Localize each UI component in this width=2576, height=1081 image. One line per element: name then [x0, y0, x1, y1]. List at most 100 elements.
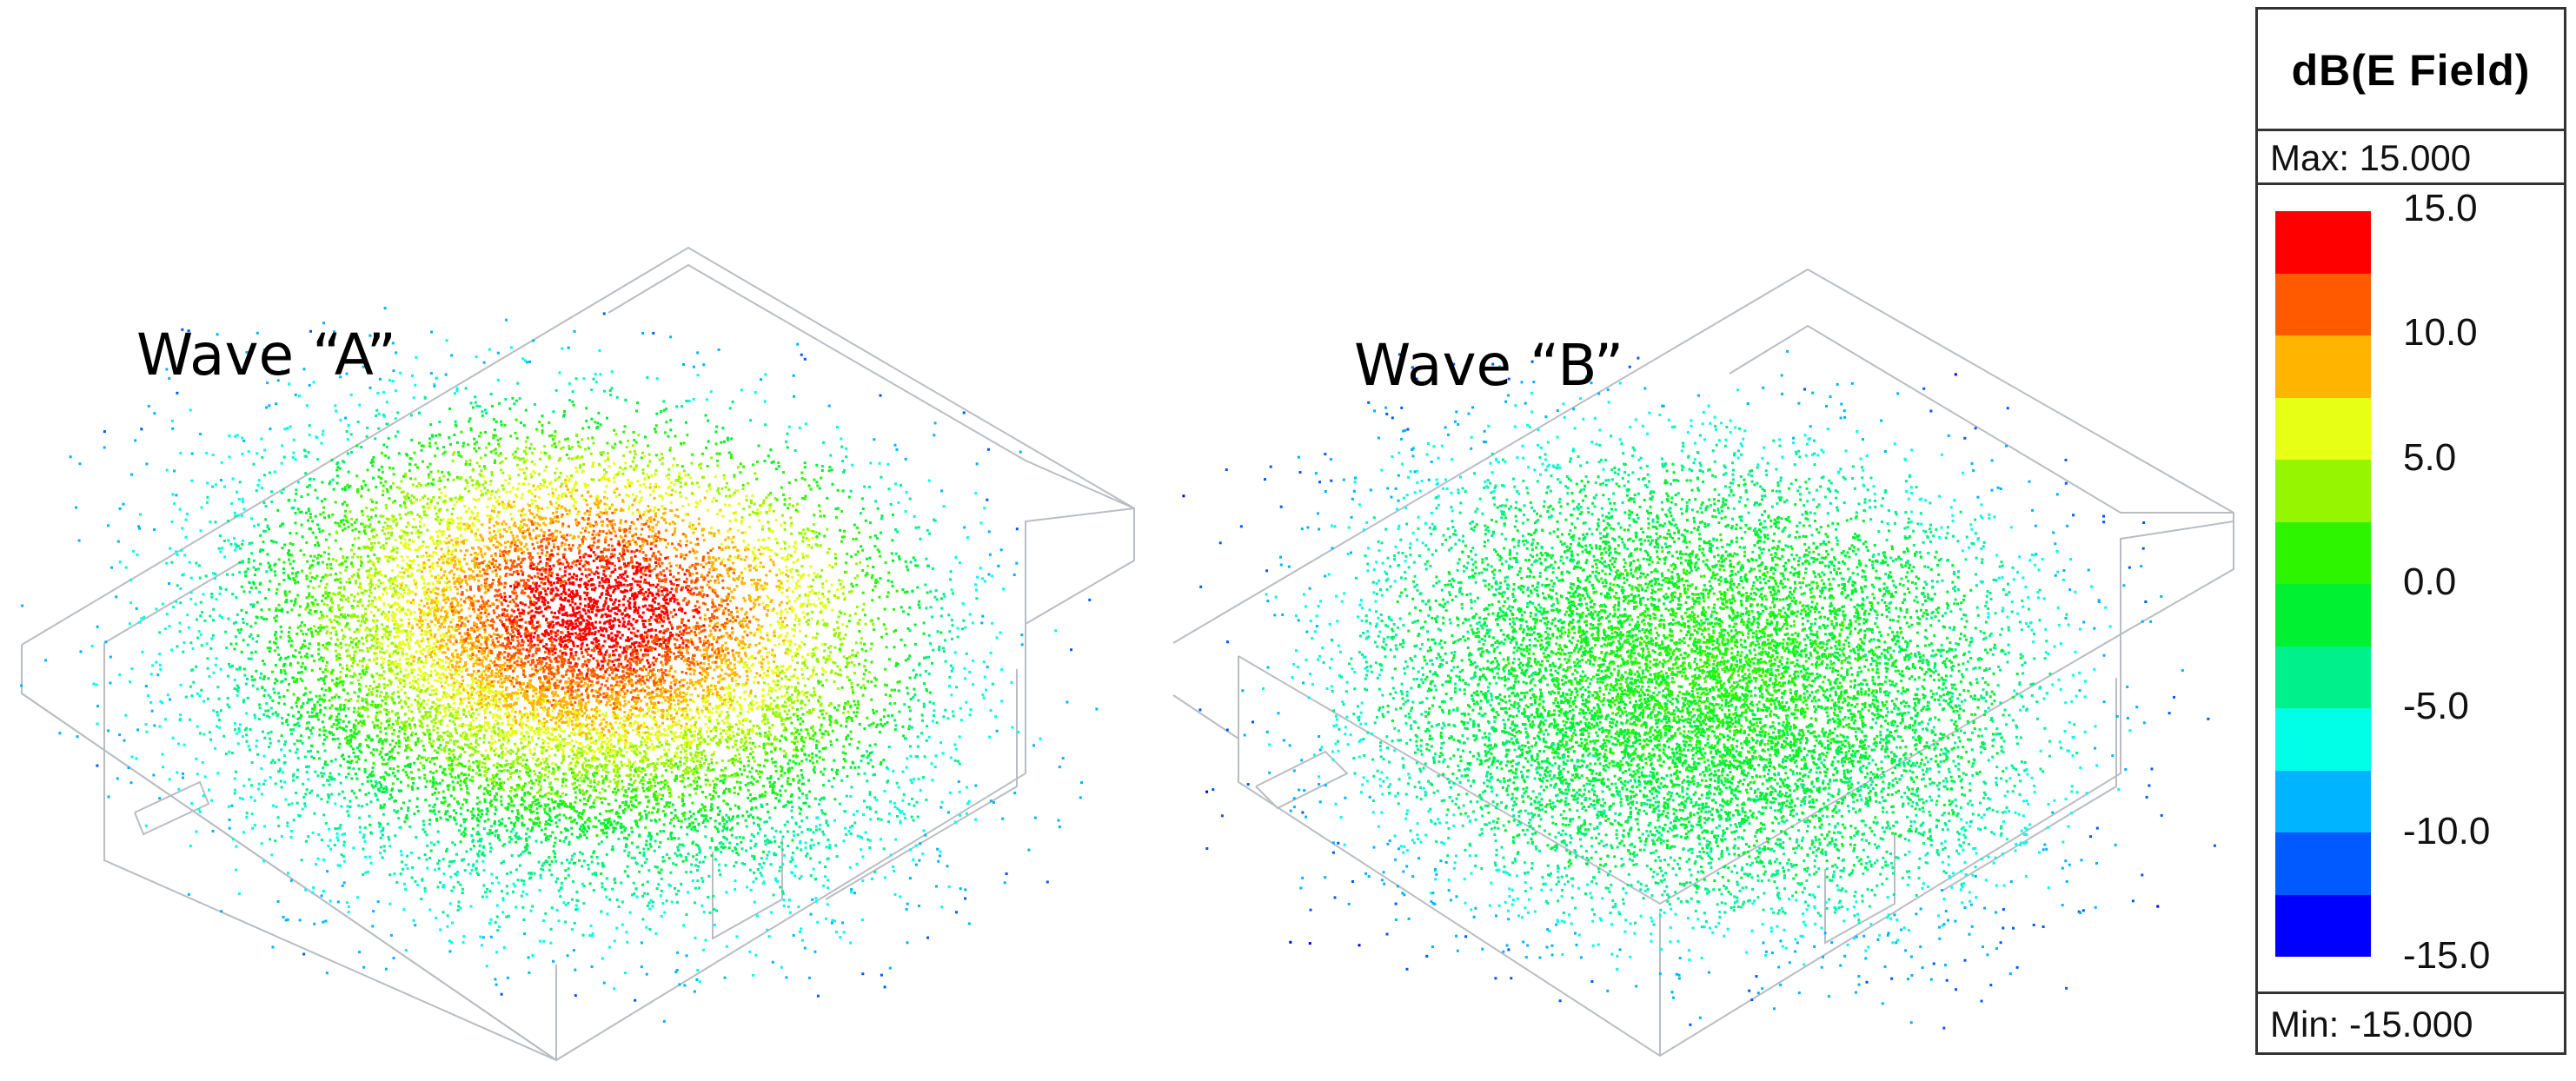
field-point: [700, 877, 703, 879]
field-point: [305, 512, 308, 514]
field-point: [884, 876, 886, 879]
field-point: [227, 675, 229, 678]
field-point: [892, 514, 894, 516]
field-point: [234, 549, 236, 552]
field-point: [816, 484, 819, 487]
field-point: [349, 675, 352, 678]
field-point: [301, 570, 303, 573]
field-point: [783, 854, 786, 857]
field-point: [625, 676, 627, 679]
field-point: [375, 486, 377, 488]
field-point: [813, 514, 815, 516]
field-point: [342, 519, 345, 521]
field-point: [561, 482, 563, 485]
field-point: [689, 753, 692, 755]
field-point: [891, 552, 893, 554]
field-point: [516, 819, 519, 822]
field-point: [539, 889, 541, 892]
field-point: [284, 799, 287, 801]
field-point: [605, 715, 607, 718]
field-point: [680, 481, 682, 484]
field-point: [853, 822, 856, 825]
field-point: [481, 671, 483, 673]
field-point: [408, 799, 411, 802]
field-point: [606, 442, 608, 445]
field-point: [169, 778, 171, 780]
field-point: [667, 542, 669, 545]
field-point: [813, 768, 815, 771]
field-point: [725, 641, 727, 644]
field-point: [594, 421, 596, 423]
field-point: [458, 829, 461, 832]
field-point: [727, 488, 730, 491]
field-point: [523, 800, 526, 803]
field-point: [888, 812, 891, 815]
field-point: [680, 757, 682, 759]
field-point: [629, 778, 632, 780]
field-point: [742, 837, 745, 839]
field-point: [324, 763, 327, 766]
field-point: [539, 458, 541, 461]
field-point: [901, 726, 904, 728]
field-point: [574, 467, 577, 469]
field-point: [564, 548, 567, 551]
field-point: [611, 888, 614, 891]
field-point: [360, 446, 362, 448]
field-point: [501, 686, 504, 688]
field-point: [526, 759, 528, 761]
field-point: [674, 864, 677, 866]
field-point: [386, 423, 388, 426]
field-point: [556, 679, 559, 681]
field-point: [594, 799, 596, 802]
field-point: [849, 942, 852, 945]
field-point: [362, 783, 364, 786]
field-point: [172, 606, 175, 608]
field-point: [632, 461, 634, 463]
field-point: [665, 474, 667, 477]
field-point: [696, 481, 699, 484]
field-point: [723, 564, 726, 567]
field-point: [690, 815, 693, 818]
field-point: [408, 739, 410, 741]
field-point: [694, 627, 697, 630]
field-point: [311, 520, 314, 522]
field-point: [669, 834, 672, 837]
field-point: [322, 430, 324, 433]
field-point: [696, 744, 699, 746]
field-point: [349, 628, 351, 631]
field-point: [509, 560, 512, 562]
field-point: [351, 790, 354, 793]
field-point: [354, 521, 356, 524]
field-point: [281, 444, 283, 447]
field-point: [819, 750, 821, 753]
field-point: [760, 553, 762, 555]
field-point: [699, 617, 701, 620]
field-point: [287, 713, 289, 716]
field-point: [666, 567, 668, 570]
field-point: [522, 919, 525, 921]
field-point: [241, 609, 243, 612]
field-point: [830, 744, 833, 746]
field-point: [329, 900, 332, 903]
field-point: [654, 555, 657, 558]
field-point: [791, 816, 793, 819]
field-point: [722, 774, 725, 777]
field-point: [815, 829, 818, 832]
field-point: [797, 682, 800, 685]
field-point: [256, 739, 258, 742]
field-point: [546, 507, 548, 509]
field-point: [808, 484, 811, 487]
field-point: [766, 742, 768, 745]
field-point: [585, 709, 588, 712]
field-point: [411, 719, 414, 721]
field-point: [770, 702, 773, 705]
field-point: [491, 405, 494, 408]
field-point: [802, 745, 805, 747]
field-point: [561, 730, 563, 733]
field-point: [901, 799, 904, 802]
field-point: [544, 599, 547, 601]
field-point: [350, 549, 353, 552]
field-point: [326, 583, 329, 586]
field-point: [753, 681, 755, 684]
field-point: [478, 435, 481, 438]
